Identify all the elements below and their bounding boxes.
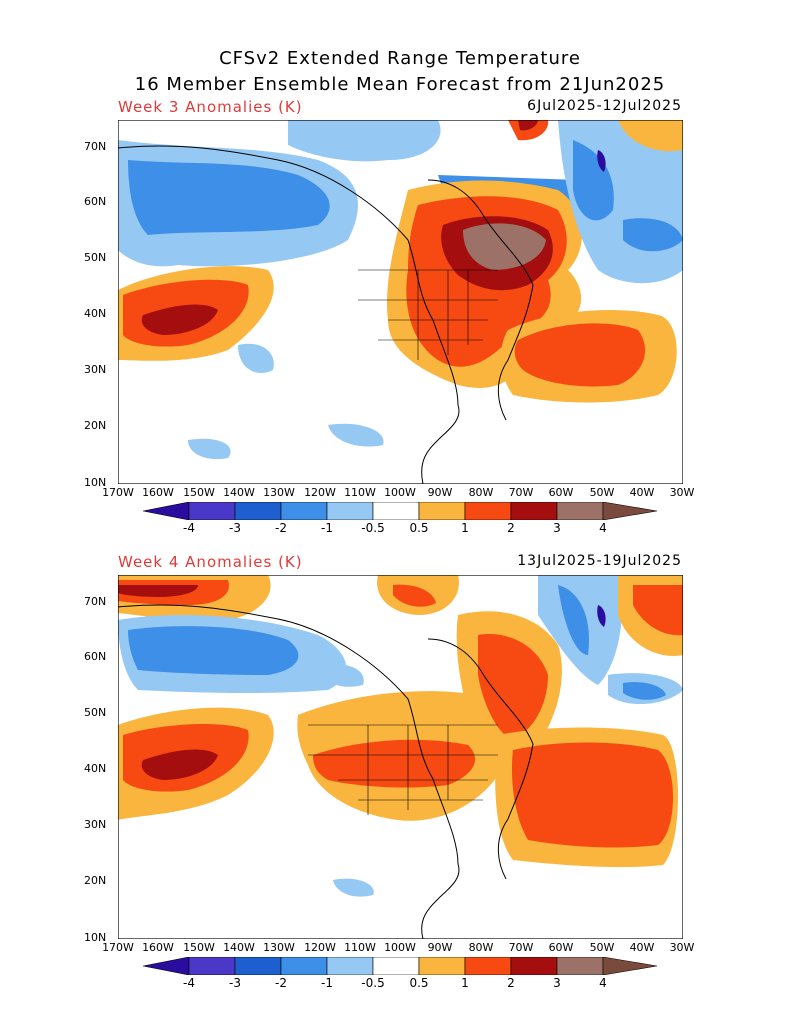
colorbar-label: -1 (321, 521, 333, 535)
colorbar-label: 3 (553, 976, 561, 990)
lon-label: 40W (629, 486, 655, 499)
lat-label: 60N (84, 650, 107, 663)
lon-label: 110W (344, 486, 376, 499)
lon-label: 70W (508, 486, 534, 499)
week4-colorbar (143, 957, 658, 975)
lat-label: 40N (84, 762, 107, 775)
lat-label: 50N (84, 251, 107, 264)
lon-label: 130W (263, 486, 295, 499)
lon-label: 100W (384, 486, 416, 499)
lat-label: 40N (84, 307, 107, 320)
week4-panel: Week 4 Anomalies (K) 13Jul2025-19Jul2025 (0, 553, 800, 1013)
colorbar-label: -2 (275, 521, 287, 535)
main-title-line-2: 16 Member Ensemble Mean Forecast from 21… (134, 74, 666, 95)
colorbar-label: 2 (507, 976, 515, 990)
lat-label: 70N (84, 140, 107, 153)
lon-label: 70W (508, 941, 534, 954)
colorbar-label: -0.5 (361, 521, 385, 535)
lon-label: 110W (344, 941, 376, 954)
week3-map (118, 120, 683, 484)
lon-label: 40W (629, 941, 655, 954)
main-title-line-1: CFSv2 Extended Range Temperature (219, 48, 581, 69)
colorbar-label: -1 (321, 976, 333, 990)
lon-label: 90W (427, 941, 453, 954)
colorbar-label: 0.5 (409, 521, 429, 535)
lon-label: 60W (548, 941, 574, 954)
lon-label: 160W (142, 486, 174, 499)
lon-label: 100W (384, 941, 416, 954)
colorbar-label: -0.5 (361, 976, 385, 990)
colorbar-label: 0.5 (409, 976, 429, 990)
lon-label: 150W (183, 941, 215, 954)
lon-label: 170W (102, 486, 134, 499)
lon-label: 140W (223, 941, 255, 954)
colorbar-label: 1 (461, 521, 469, 535)
week4-map (118, 575, 683, 939)
week3-title: Week 3 Anomalies (K) (118, 98, 303, 116)
colorbar-label: -4 (183, 521, 195, 535)
lon-label: 60W (548, 486, 574, 499)
lat-label: 10N (84, 476, 107, 489)
colorbar-label: -4 (183, 976, 195, 990)
colorbar-label: 2 (507, 521, 515, 535)
colorbar-label: -2 (275, 976, 287, 990)
lat-label: 30N (84, 363, 107, 376)
lon-label: 150W (183, 486, 215, 499)
colorbar-label: 3 (553, 521, 561, 535)
lat-label: 70N (84, 595, 107, 608)
week4-dates: 13Jul2025-19Jul2025 (517, 553, 682, 569)
lon-label: 80W (468, 941, 494, 954)
lon-label: 120W (304, 486, 336, 499)
lon-label: 170W (102, 941, 134, 954)
lon-label: 90W (427, 486, 453, 499)
colorbar-label: 1 (461, 976, 469, 990)
colorbar-label: -3 (229, 521, 241, 535)
lon-label: 80W (468, 486, 494, 499)
lon-label: 30W (669, 486, 695, 499)
lat-label: 30N (84, 818, 107, 831)
lat-label: 20N (84, 419, 107, 432)
lon-label: 50W (589, 486, 615, 499)
week3-panel: Week 3 Anomalies (K) 6Jul2025-12Jul2025 (0, 98, 800, 558)
lon-label: 160W (142, 941, 174, 954)
week3-colorbar (143, 502, 658, 520)
lon-label: 120W (304, 941, 336, 954)
lon-label: 140W (223, 486, 255, 499)
lon-label: 130W (263, 941, 295, 954)
lon-label: 50W (589, 941, 615, 954)
colorbar-label: 4 (599, 521, 607, 535)
lat-label: 50N (84, 706, 107, 719)
lat-label: 20N (84, 874, 107, 887)
lat-label: 60N (84, 195, 107, 208)
lon-label: 30W (669, 941, 695, 954)
colorbar-label: 4 (599, 976, 607, 990)
week4-title: Week 4 Anomalies (K) (118, 553, 303, 571)
colorbar-label: -3 (229, 976, 241, 990)
lat-label: 10N (84, 931, 107, 944)
week3-dates: 6Jul2025-12Jul2025 (527, 98, 682, 114)
